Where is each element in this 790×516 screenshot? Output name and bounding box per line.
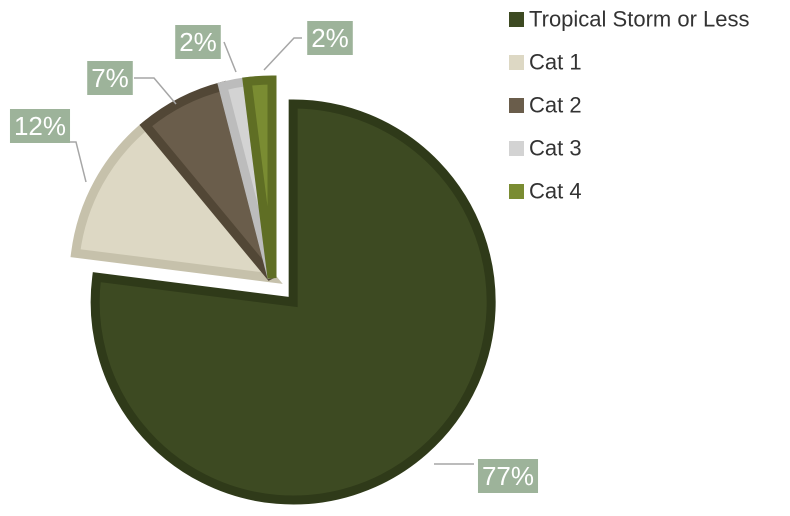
legend-label: Tropical Storm or Less bbox=[529, 7, 749, 32]
leader-lines bbox=[68, 37, 474, 465]
legend-item-tropical-storm-or-less: Tropical Storm or Less bbox=[509, 7, 749, 32]
leader-line-cat-4 bbox=[263, 37, 302, 71]
legend-item-cat-2: Cat 2 bbox=[509, 93, 582, 118]
legend-swatch bbox=[509, 98, 524, 113]
data-label-box bbox=[175, 25, 221, 59]
legend-label: Cat 4 bbox=[529, 179, 582, 204]
data-label-text: 77% bbox=[482, 461, 534, 491]
leader-line-cat-2 bbox=[134, 77, 177, 105]
leader-line-cat-3 bbox=[223, 41, 237, 73]
legend-swatch bbox=[509, 55, 524, 70]
legend-item-cat-1: Cat 1 bbox=[509, 50, 582, 75]
data-label-cat-3: 2% bbox=[175, 25, 221, 59]
data-label-cat-4: 2% bbox=[307, 21, 353, 55]
slice-tropical-storm-or-less bbox=[90, 99, 496, 505]
data-label-cat-2: 7% bbox=[87, 61, 133, 95]
slice-cat-1 bbox=[70, 119, 283, 284]
legend-swatch bbox=[509, 12, 524, 27]
data-label-box bbox=[307, 21, 353, 55]
data-label-tropical-storm-or-less: 77% bbox=[477, 459, 539, 493]
legend: Tropical Storm or Less Cat 1 Cat 2 Cat 3 Cat… bbox=[509, 7, 749, 204]
legend-item-cat-3: Cat 3 bbox=[509, 136, 582, 161]
data-label-text: 7% bbox=[91, 63, 129, 93]
data-label-box bbox=[87, 61, 133, 95]
legend-label: Cat 3 bbox=[529, 136, 582, 161]
legend-label: Cat 2 bbox=[529, 93, 582, 118]
data-label-text: 12% bbox=[14, 111, 66, 141]
legend-swatch bbox=[509, 141, 524, 156]
data-label-text: 2% bbox=[179, 27, 217, 57]
data-label-box bbox=[477, 459, 539, 493]
data-label-cat-1: 12% bbox=[9, 109, 71, 143]
slice-cat-4 bbox=[242, 75, 277, 279]
legend-label: Cat 1 bbox=[529, 50, 582, 75]
legend-item-cat-4: Cat 4 bbox=[509, 179, 582, 204]
data-labels: 77% 12% 7% 2% 2% bbox=[9, 21, 539, 493]
legend-swatch bbox=[509, 184, 524, 199]
leader-line-cat-1 bbox=[68, 141, 87, 183]
pie-slices bbox=[70, 75, 496, 505]
data-label-box bbox=[9, 109, 71, 143]
data-label-text: 2% bbox=[311, 23, 349, 53]
